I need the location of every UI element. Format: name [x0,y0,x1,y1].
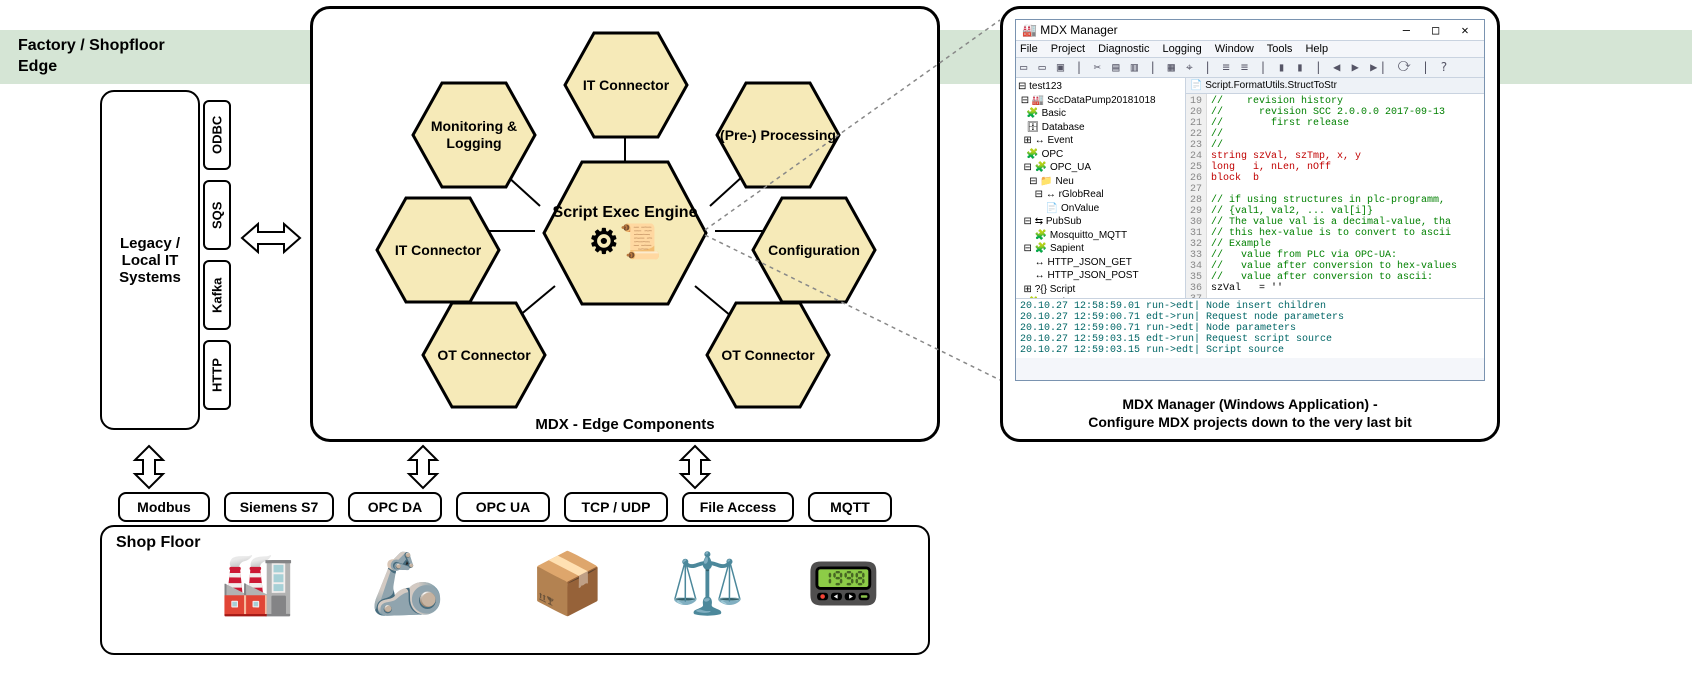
window-menu[interactable]: File Project Diagnostic Logging Window T… [1016,41,1484,58]
hex-monitoring: Monitoring & Logging [410,80,538,190]
machine-icon-4: ⚖️ [670,548,745,619]
proto-fileaccess: File Access [682,492,794,522]
hex-configuration: Configuration [750,195,878,305]
window-toolbar[interactable]: ▭ ▭ ▣ | ✂ ▤ ▥ | ▦ ⌖ | ≡ ≡ | ▮ ▮ | ◀ ▶ ▶|… [1016,58,1484,78]
hex-ot-connector-left: OT Connector [420,300,548,410]
shopfloor-label: Shop Floor [116,534,200,552]
tab-kafka: Kafka [203,260,231,330]
machine-icon-1: 🏭 [220,548,295,619]
win-min-icon[interactable]: — [1393,23,1419,37]
hex-preprocessing: (Pre-) Processing [714,80,842,190]
proto-siemens: Siemens S7 [224,492,334,522]
log-output: 20.10.27 12:58:59.01 run->edt| Node inse… [1016,298,1484,358]
hex-it-connector-left: IT Connector [374,195,502,305]
tab-http: HTTP [203,340,231,410]
proto-opcda: OPC DA [348,492,442,522]
code-tab[interactable]: 📄 Script.FormatUtils.StructToStr [1186,78,1484,94]
project-tree[interactable]: ⊟ test123 ⊟ 🏭 SccDataPump20181018 🧩 Basi… [1016,78,1186,298]
mdx-caption: MDX - Edge Components [310,416,940,433]
code-text[interactable]: // revision history // revision SCC 2.0.… [1207,94,1461,298]
arrow-legacy-down [126,444,172,490]
machine-icon-2: 🦾 [370,548,445,619]
hex-ot-connector-right: OT Connector [704,300,832,410]
code-editor[interactable]: 📄 Script.FormatUtils.StructToStr 19 20 2… [1186,78,1484,298]
win-close-icon[interactable]: ✕ [1452,23,1478,37]
line-gutter: 19 20 21 22 23 24 25 26 27 28 29 30 31 3… [1186,94,1207,298]
hex-script-engine: Script Exec Engine ⚙📜 [540,158,710,308]
mdx-manager-window: 🏭 MDX Manager — □ ✕ File Project Diagnos… [1000,6,1500,442]
legacy-it-box: Legacy / Local IT Systems [100,90,200,430]
proto-modbus: Modbus [118,492,210,522]
tab-sqs: SQS [203,180,231,250]
band-label: Factory / Shopfloor Edge [18,36,165,78]
proto-tcpudp: TCP / UDP [564,492,668,522]
win-max-icon[interactable]: □ [1423,23,1449,37]
window-caption: MDX Manager (Windows Application) - Conf… [1015,395,1485,431]
arrow-mdx-down-2 [672,444,718,490]
arrow-mdx-down-1 [400,444,446,490]
window-titlebar: 🏭 MDX Manager — □ ✕ [1016,20,1484,41]
hex-it-connector-top: IT Connector [562,30,690,140]
machine-icon-3: 📦 [530,548,605,619]
arrow-legacy-mdx [240,215,302,261]
tab-odbc: ODBC [203,100,231,170]
proto-mqtt: MQTT [808,492,892,522]
proto-opcua: OPC UA [456,492,550,522]
machine-icon-5: 📟 [806,548,881,619]
